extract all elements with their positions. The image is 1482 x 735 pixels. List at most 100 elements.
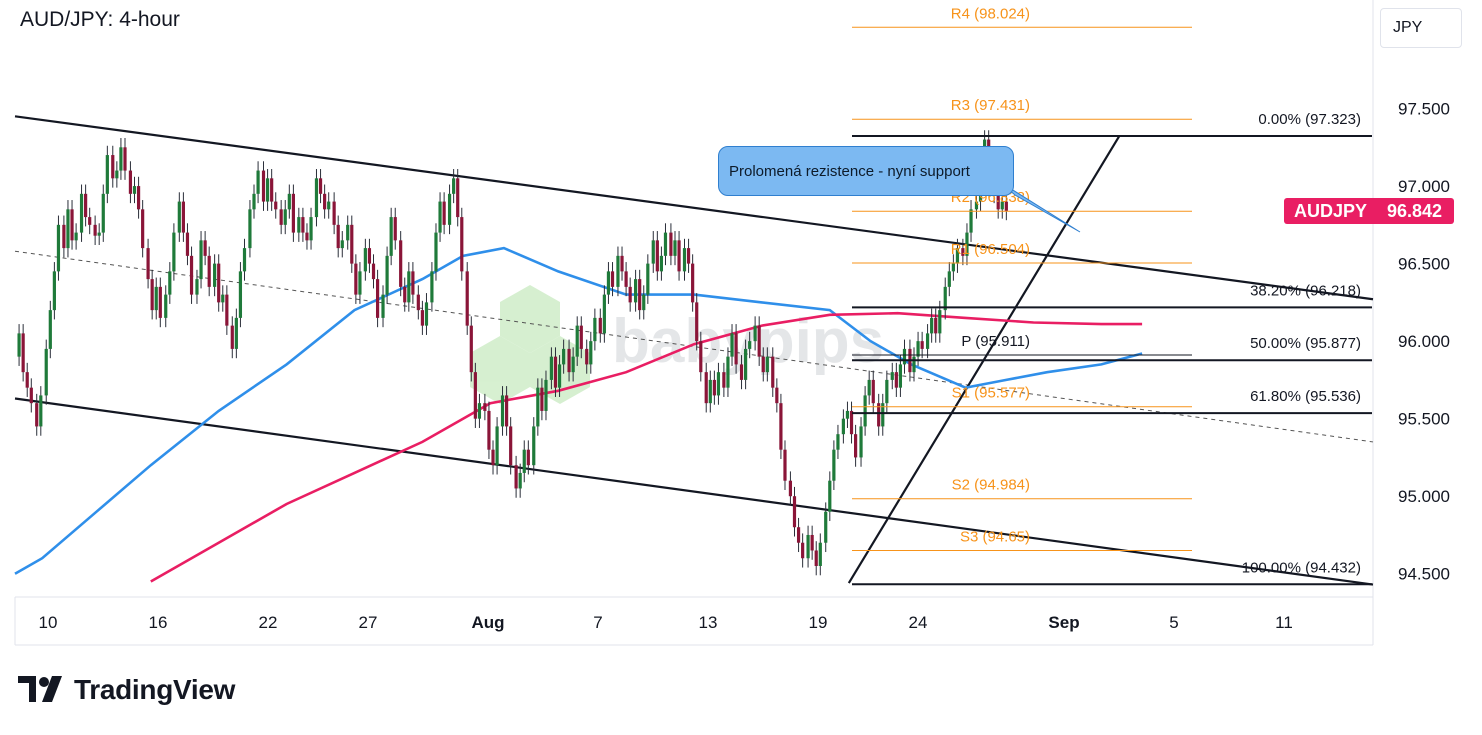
pivot-label: S3 (94.65) [960,528,1030,545]
price-tag-symbol: AUDJPY [1294,201,1368,221]
currency-label[interactable]: JPY [1380,8,1462,48]
candle-body [544,379,548,411]
candle-body [101,193,105,233]
candle-body [925,333,930,349]
candle-body [616,255,620,287]
candle-body [158,286,162,318]
candle-body [381,294,385,318]
candle-body [340,240,344,249]
candle-body [771,356,775,388]
candle-body [350,224,354,264]
candle-body [495,426,499,466]
candle-body [824,511,828,543]
candle-body [314,178,319,218]
candle-body [902,348,907,365]
candle-body [363,248,367,272]
candle-body [62,224,66,249]
candle-body [185,232,190,256]
candle-body [460,217,464,272]
candle-body [691,263,695,303]
pivot-label: R3 (97.431) [951,97,1030,114]
pivot-label: P (95.911) [961,333,1030,350]
candle-body [225,294,229,326]
candle-body [549,356,554,380]
candle-body [938,310,942,334]
candle-body [252,193,256,210]
tradingview-wordmark: TradingView [74,674,236,705]
candle-body [469,325,473,373]
candle-body [526,449,530,466]
candle-body [301,217,305,233]
pivot-label: R4 (98.024) [951,5,1030,22]
candle-body [305,232,309,241]
candle-body [420,310,424,326]
x-tick-label: 16 [149,613,168,632]
fib-label: 38.20% (96.218) [1250,282,1361,299]
x-tick-label: 11 [1275,613,1293,632]
candle-body [663,232,668,256]
candle-body [1004,201,1008,211]
chart-title: AUD/JPY: 4-hour [20,8,180,31]
x-tick-label: 24 [909,613,928,632]
candle-body [606,271,611,295]
candle-body [265,178,270,202]
candle-body [814,550,818,566]
candle-body [757,325,761,357]
candle-body [136,186,141,210]
candle-body [141,209,145,249]
candle-body [642,294,646,311]
candle-body [123,147,127,171]
candle-body [181,201,185,233]
candle-body [93,224,97,236]
candle-body [279,209,283,225]
candle-body [213,263,217,287]
candle-body [695,302,699,342]
candle-body [518,472,522,489]
candle-body [646,263,650,295]
candle-body [575,325,579,357]
candle-body [44,348,48,396]
candle-body [965,232,969,256]
candle-body [115,170,119,179]
candle-body [119,147,123,171]
candle-body [761,356,765,373]
candle-body [367,248,372,264]
candle-body [894,372,898,388]
trend-line [14,397,1374,586]
candle-body [673,240,677,256]
candle-body [189,255,194,295]
candle-body [172,232,176,272]
candle-body [792,496,797,528]
candle-body [788,480,793,497]
candle-body [669,232,673,256]
last-price-tag: AUDJPY 96.842 [1284,198,1454,224]
candle-body [961,248,965,256]
candle-body [483,403,487,411]
candle-body [491,449,495,466]
candle-body [716,372,721,396]
candle-body [332,201,336,225]
candle-body [818,542,822,566]
x-tick-label: 22 [259,613,278,632]
candle-body [571,356,575,373]
candle-body [951,263,955,272]
candle-body [29,387,33,404]
candle-body [500,395,505,427]
candle-body [730,333,734,357]
x-tick-label: Aug [471,613,504,632]
y-tick-label: 97.500 [1398,100,1450,119]
candle-body [25,372,29,388]
candle-body [845,410,850,419]
candle-body [686,248,691,264]
candle-body [111,155,115,179]
candle-body [638,279,642,311]
x-tick-label: 5 [1169,613,1178,632]
candle-body [164,294,168,318]
candle-body [203,240,207,256]
candle-body [217,263,221,303]
candle-body [70,209,74,241]
candle-body [969,209,973,233]
pivot-label: R1 (96.504) [951,241,1030,258]
candle-body [598,317,602,334]
